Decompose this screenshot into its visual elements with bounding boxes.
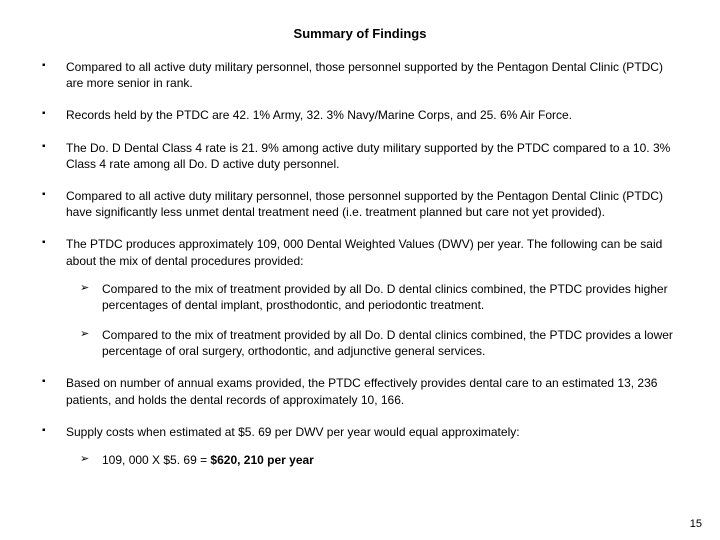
bullet-text: The Do. D Dental Class 4 rate is 21. 9% … (66, 141, 670, 171)
list-item: The Do. D Dental Class 4 rate is 21. 9% … (40, 140, 680, 172)
page-title: Summary of Findings (40, 26, 680, 41)
list-item: Based on number of annual exams provided… (40, 375, 680, 407)
list-item: Compared to all active duty military per… (40, 59, 680, 91)
list-item: Supply costs when estimated at $5. 69 pe… (40, 424, 680, 468)
list-item: Compared to all active duty military per… (40, 188, 680, 220)
sub-list-item: 109, 000 X $5. 69 = $620, 210 per year (80, 452, 680, 468)
sub-bullet-text: Compared to the mix of treatment provide… (102, 282, 668, 312)
sub-list: 109, 000 X $5. 69 = $620, 210 per year (80, 452, 680, 468)
bullet-text: Records held by the PTDC are 42. 1% Army… (66, 108, 572, 122)
list-item: The PTDC produces approximately 109, 000… (40, 236, 680, 359)
bullet-text: Supply costs when estimated at $5. 69 pe… (66, 425, 520, 439)
sub-list-item: Compared to the mix of treatment provide… (80, 327, 680, 359)
bullet-text: Compared to all active duty military per… (66, 189, 663, 219)
calc-prefix: 109, 000 X $5. 69 = (102, 453, 210, 467)
bullet-text: Based on number of annual exams provided… (66, 376, 657, 406)
bullet-text: The PTDC produces approximately 109, 000… (66, 237, 662, 267)
page-container: Summary of Findings Compared to all acti… (0, 0, 720, 540)
sub-bullet-text: Compared to the mix of treatment provide… (102, 328, 673, 358)
bullet-text: Compared to all active duty military per… (66, 60, 663, 90)
sub-list-item: Compared to the mix of treatment provide… (80, 281, 680, 313)
page-number: 15 (690, 518, 702, 530)
calc-bold: $620, 210 per year (210, 453, 313, 467)
list-item: Records held by the PTDC are 42. 1% Army… (40, 107, 680, 123)
findings-list: Compared to all active duty military per… (40, 59, 680, 468)
sub-list: Compared to the mix of treatment provide… (80, 281, 680, 360)
